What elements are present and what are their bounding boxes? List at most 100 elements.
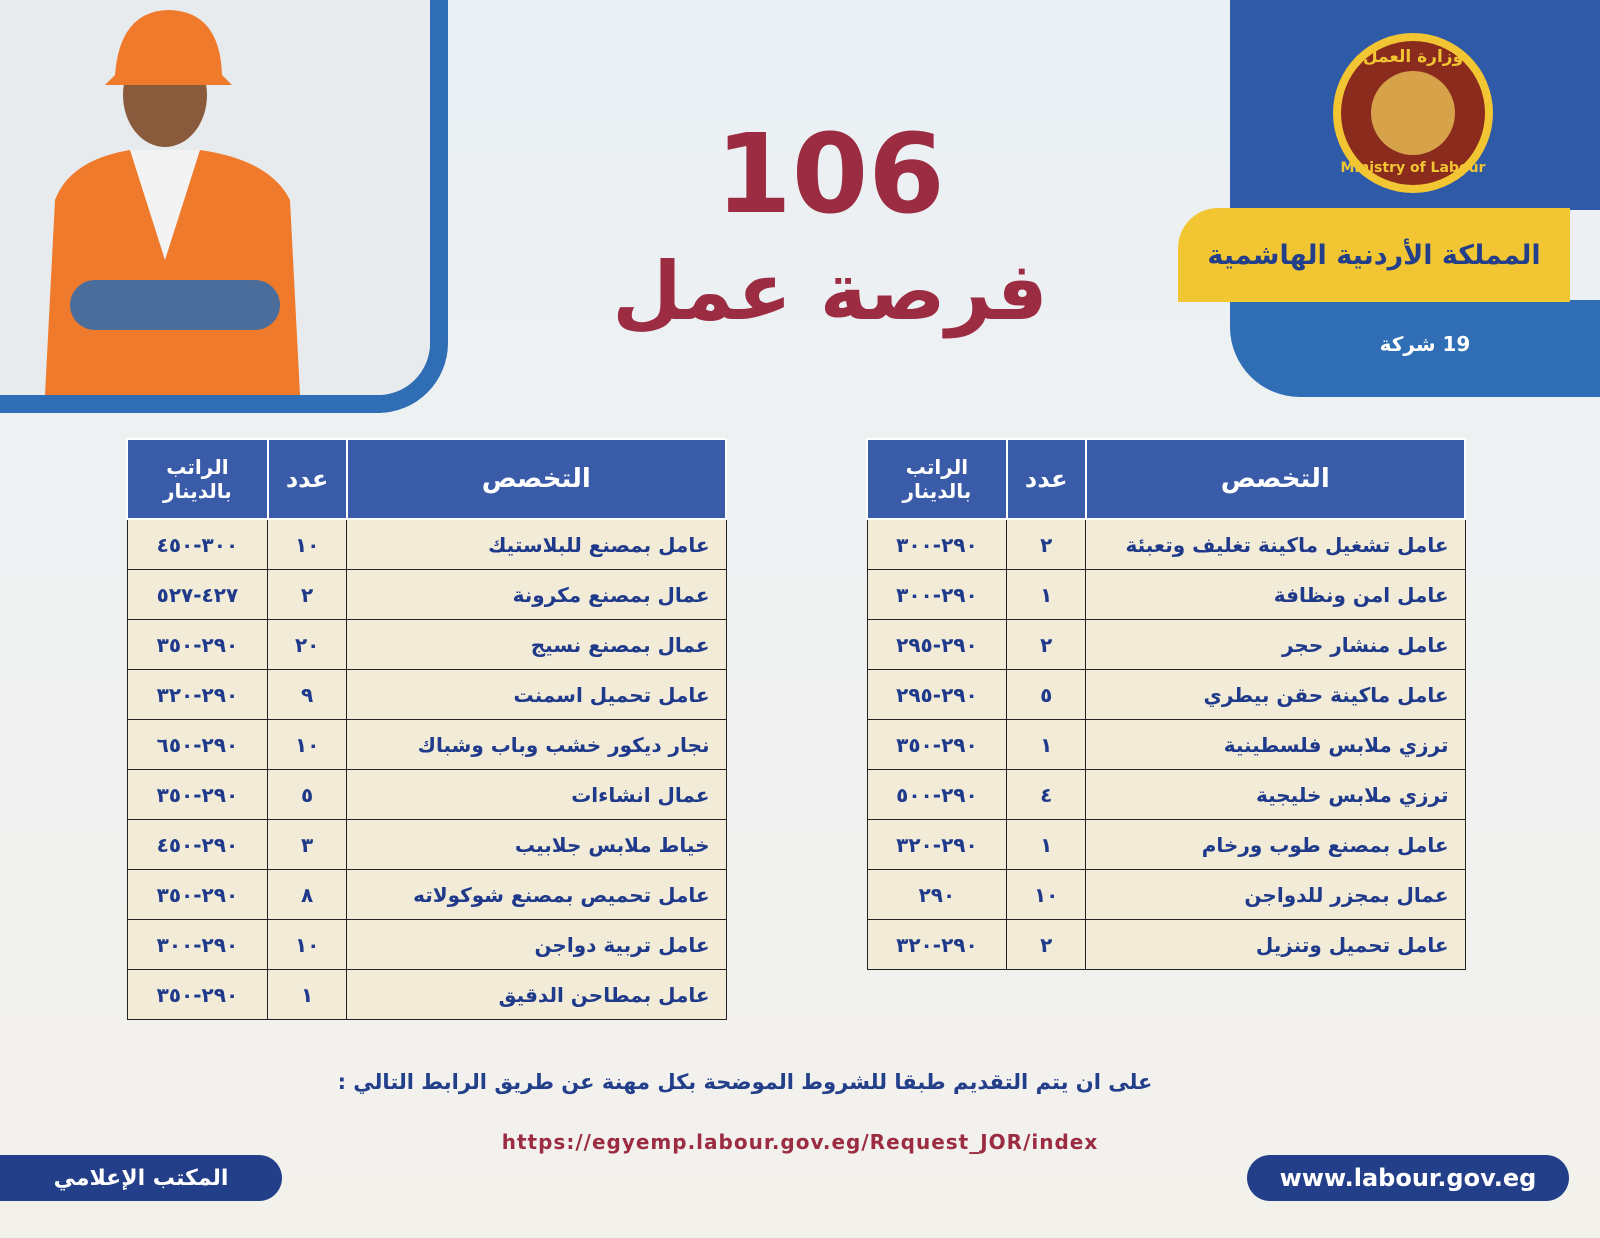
jobs-count: 106: [715, 110, 945, 238]
specialty: عامل بمصنع طوب ورخام: [1085, 819, 1466, 870]
salary: ٤٥٠-٢٩٠: [156, 832, 239, 857]
salary: ٤٥٠-٣٠٠: [156, 532, 239, 557]
cell: ٣٢٠-٢٩٠: [126, 669, 269, 720]
count: ١: [1006, 569, 1087, 620]
header-panel: وزارة العمل Ministry of Labour: [1230, 0, 1600, 210]
cell: ٣٠٠-٢٩٠: [866, 569, 1008, 620]
column-header: الراتب بالدينار: [866, 438, 1008, 520]
salary: ٣٢٠-٢٩٠: [896, 832, 978, 857]
table-row: خياط ملابس جلابيب ٣ ٤٥٠-٢٩٠: [126, 819, 727, 870]
specialty: عامل بمطاحن الدقيق: [346, 969, 727, 1020]
count: ١٠: [267, 518, 348, 570]
logo: وزارة العمل Ministry of Labour: [1333, 33, 1493, 193]
table-row: عمال بمجزر للدواجن ١٠ ٢٩٠: [866, 869, 1466, 920]
cell: ٢٩٥-٢٩٠: [866, 619, 1008, 670]
table-row: عامل ماكينة حقن بيطري ٥ ٢٩٥-٢٩٠: [866, 669, 1466, 720]
cell: ٣٥٠-٢٩٠: [126, 619, 269, 670]
salary: ٣٥٠-٢٩٠: [896, 732, 978, 757]
cell: ٣٥٠-٢٩٠: [126, 869, 269, 920]
salary: ٢٩٥-٢٩٠: [896, 682, 978, 707]
count: ٩: [267, 669, 348, 720]
count: ٥: [1006, 669, 1087, 720]
table-row: نجار ديكور خشب وباب وشباك ١٠ ٦٥٠-٢٩٠: [126, 719, 727, 770]
count: ٢: [267, 569, 348, 620]
specialty: نجار ديكور خشب وباب وشباك: [346, 719, 727, 770]
cell: ٥٢٧-٤٢٧: [126, 569, 269, 620]
count: ٣: [267, 819, 348, 870]
cell: ٥٠٠-٢٩٠: [866, 769, 1008, 820]
specialty: عامل منشار حجر: [1085, 619, 1466, 670]
specialty: عامل امن ونظافة: [1085, 569, 1466, 620]
specialty: عامل تربية دواجن: [346, 919, 727, 970]
salary: ٥٢٧-٤٢٧: [156, 582, 239, 607]
specialty: عامل تشغيل ماكينة تغليف وتعبئة: [1085, 518, 1466, 570]
cell: ٣٥٠-٢٩٠: [126, 969, 269, 1020]
cell: ٣٠٠-٢٩٠: [866, 518, 1008, 570]
count: ٨: [267, 869, 348, 920]
salary: ٣٠٠-٢٩٠: [896, 582, 978, 607]
table-row: عمال بمصنع مكرونة ٢ ٥٢٧-٤٢٧: [126, 569, 727, 620]
jobs-table: التخصص عدد الراتب بالدينار عامل بمصنع للبلا…: [126, 438, 728, 1020]
country-banner: المملكة الأردنية الهاشمية: [1178, 208, 1570, 302]
count: ٢: [1006, 518, 1087, 570]
count: ١٠: [267, 719, 348, 770]
count: ٢: [1006, 619, 1087, 670]
salary: ٣٥٠-٢٩٠: [156, 782, 239, 807]
column-header: التخصص: [1084, 438, 1467, 520]
table-row: عامل امن ونظافة ١ ٣٠٠-٢٩٠: [866, 569, 1466, 620]
table-row: ترزي ملابس فلسطينية ١ ٣٥٠-٢٩٠: [866, 719, 1466, 770]
header-row: التخصص عدد الراتب بالدينار: [126, 438, 728, 520]
specialty: عمال بمصنع نسيج: [346, 619, 727, 670]
cell: ٣٠٠-٢٩٠: [126, 919, 269, 970]
cell: ٤٥٠-٣٠٠: [126, 518, 269, 570]
column-header: عدد: [266, 438, 348, 520]
table-row: عامل تحميل اسمنت ٩ ٣٢٠-٢٩٠: [126, 669, 727, 720]
table-row: عامل تحميص بمصنع شوكولاته ٨ ٣٥٠-٢٩٠: [126, 869, 727, 920]
specialty: عامل تحميل اسمنت: [346, 669, 727, 720]
cell: ٣٥٠-٢٩٠: [866, 719, 1008, 770]
cell: ٦٥٠-٢٩٠: [126, 719, 269, 770]
salary: ٣٥٠-٢٩٠: [156, 982, 239, 1007]
header-row: التخصص عدد الراتب بالدينار: [866, 438, 1467, 520]
specialty: ترزي ملابس خليجية: [1085, 769, 1466, 820]
specialty: عمال انشاءات: [346, 769, 727, 820]
salary: ٣٠٠-٢٩٠: [156, 932, 239, 957]
specialty: عمال بمجزر للدواجن: [1085, 869, 1466, 920]
cell: ٣٢٠-٢٩٠: [866, 919, 1008, 970]
count: ١٠: [1006, 869, 1087, 920]
logo-text-ar: وزارة العمل: [1363, 47, 1463, 67]
specialty: ترزي ملابس فلسطينية: [1085, 719, 1466, 770]
logo-text-en: Ministry of Labour: [1341, 160, 1486, 176]
companies-count: 19 شركة: [1379, 332, 1471, 356]
website[interactable]: www.labour.gov.eg: [1247, 1155, 1569, 1201]
salary: ٣٥٠-٢٩٠: [156, 882, 239, 907]
count: ٤: [1006, 769, 1087, 820]
salary: ٣٢٠-٢٩٠: [896, 932, 978, 957]
salary: ٣٢٠-٢٩٠: [156, 682, 239, 707]
table-row: عامل تحميل وتنزيل ٢ ٣٢٠-٢٩٠: [866, 919, 1466, 970]
specialty: عامل ماكينة حقن بيطري: [1085, 669, 1466, 720]
cell: ٣٢٠-٢٩٠: [866, 819, 1008, 870]
table-row: عمال بمصنع نسيج ٢٠ ٣٥٠-٢٩٠: [126, 619, 727, 670]
column-header: الراتب بالدينار: [126, 438, 269, 520]
table-row: عامل تربية دواجن ١٠ ٣٠٠-٢٩٠: [126, 919, 727, 970]
count: ١: [1006, 819, 1087, 870]
salary: ٣٥٠-٢٩٠: [156, 632, 239, 657]
salary: ٦٥٠-٢٩٠: [156, 732, 239, 757]
column-header: التخصص: [345, 438, 728, 520]
specialty: عامل بمصنع للبلاستيك: [346, 518, 727, 570]
photo: [0, 0, 448, 413]
apply-link[interactable]: https://egyemp.labour.gov.eg/Request_JOR…: [501, 1130, 1099, 1154]
header-panel-lower: [1230, 300, 1600, 397]
salary: ٣٠٠-٢٩٠: [896, 532, 978, 557]
salary: ٢٩٠: [918, 882, 956, 907]
specialty: عمال بمصنع مكرونة: [346, 569, 727, 620]
specialty: عامل تحميص بمصنع شوكولاته: [346, 869, 727, 920]
cell: ٢٩٥-٢٩٠: [866, 669, 1008, 720]
cell: ٣٥٠-٢٩٠: [126, 769, 269, 820]
salary: ٢٩٥-٢٩٠: [896, 632, 978, 657]
jobs-table: التخصص عدد الراتب بالدينار عامل تشغيل ماكين…: [866, 438, 1467, 970]
specialty: خياط ملابس جلابيب: [346, 819, 727, 870]
footer-note: على ان يتم التقديم طبقا للشروط الموضحة ب…: [337, 1070, 1153, 1094]
